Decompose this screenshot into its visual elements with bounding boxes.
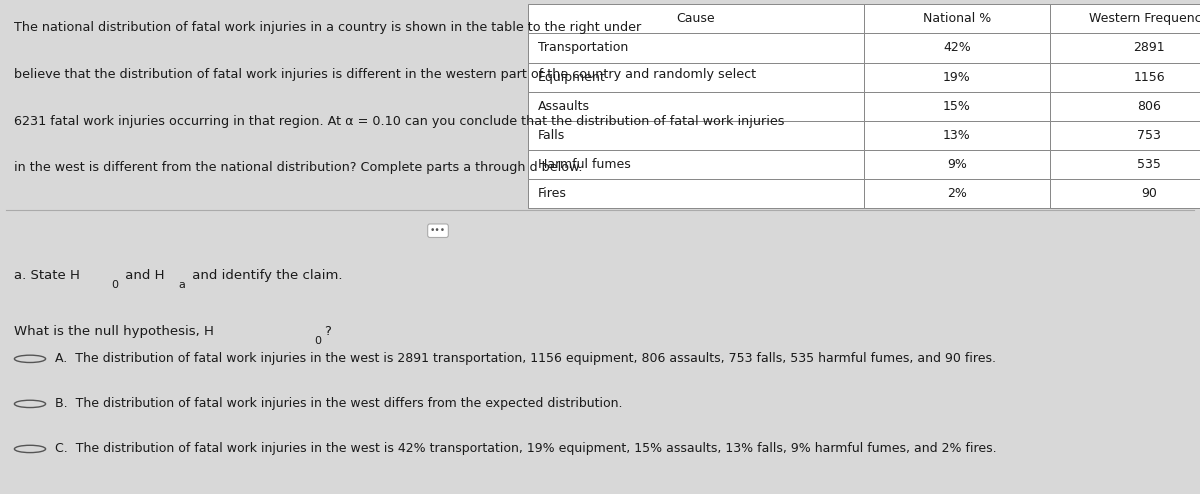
- Bar: [1050, 150, 1200, 179]
- Text: 6231 fatal work injuries occurring in that region. At α = 0.10 can you conclude : 6231 fatal work injuries occurring in th…: [14, 115, 785, 128]
- Text: 0: 0: [112, 280, 119, 290]
- Bar: [864, 92, 1050, 121]
- Text: 15%: 15%: [943, 100, 971, 113]
- Text: 42%: 42%: [943, 41, 971, 54]
- Text: 1156: 1156: [1133, 71, 1165, 83]
- Text: ?: ?: [324, 325, 331, 338]
- Text: 19%: 19%: [943, 71, 971, 83]
- Text: Equipment: Equipment: [538, 71, 605, 83]
- Text: Transportation: Transportation: [538, 41, 628, 54]
- Text: and identify the claim.: and identify the claim.: [188, 269, 343, 282]
- Text: Cause: Cause: [677, 12, 715, 25]
- Bar: [528, 150, 864, 179]
- Bar: [528, 121, 864, 150]
- Text: 13%: 13%: [943, 129, 971, 142]
- Bar: [864, 63, 1050, 92]
- Bar: [864, 179, 1050, 208]
- Text: a. State H: a. State H: [14, 269, 80, 282]
- Text: The national distribution of fatal work injuries in a country is shown in the ta: The national distribution of fatal work …: [14, 21, 646, 34]
- Text: 9%: 9%: [947, 158, 967, 171]
- Bar: [864, 150, 1050, 179]
- Bar: [528, 4, 864, 34]
- Bar: [528, 63, 864, 92]
- Text: believe that the distribution of fatal work injuries is different in the western: believe that the distribution of fatal w…: [14, 68, 756, 81]
- Text: B.  The distribution of fatal work injuries in the west differs from the expecte: B. The distribution of fatal work injuri…: [55, 397, 623, 411]
- Bar: [864, 34, 1050, 63]
- Text: Harmful fumes: Harmful fumes: [538, 158, 630, 171]
- Text: 753: 753: [1138, 129, 1160, 142]
- Text: a: a: [179, 280, 186, 290]
- Text: 0: 0: [314, 336, 322, 346]
- Text: 806: 806: [1138, 100, 1160, 113]
- Text: •••: •••: [430, 226, 446, 235]
- Bar: [528, 34, 864, 63]
- Bar: [1050, 4, 1200, 34]
- Text: A.  The distribution of fatal work injuries in the west is 2891 transportation, : A. The distribution of fatal work injuri…: [55, 352, 996, 366]
- Bar: [528, 92, 864, 121]
- Text: and H: and H: [121, 269, 164, 282]
- Text: in the west is different from the national distribution? Complete parts a throug: in the west is different from the nation…: [14, 162, 583, 174]
- Text: Assaults: Assaults: [538, 100, 589, 113]
- Text: National %: National %: [923, 12, 991, 25]
- Bar: [1050, 121, 1200, 150]
- Bar: [1050, 92, 1200, 121]
- Bar: [864, 121, 1050, 150]
- Text: Fires: Fires: [538, 187, 566, 200]
- Text: What is the null hypothesis, H: What is the null hypothesis, H: [14, 325, 215, 338]
- Bar: [1050, 63, 1200, 92]
- Bar: [1050, 179, 1200, 208]
- Text: C.  The distribution of fatal work injuries in the west is 42% transportation, 1: C. The distribution of fatal work injuri…: [55, 443, 997, 455]
- Text: 2%: 2%: [947, 187, 967, 200]
- Bar: [864, 4, 1050, 34]
- Text: Falls: Falls: [538, 129, 565, 142]
- Bar: [1050, 34, 1200, 63]
- Text: 535: 535: [1138, 158, 1160, 171]
- Text: 90: 90: [1141, 187, 1157, 200]
- Text: Western Frequency: Western Frequency: [1090, 12, 1200, 25]
- Text: 2891: 2891: [1133, 41, 1165, 54]
- Bar: [528, 179, 864, 208]
